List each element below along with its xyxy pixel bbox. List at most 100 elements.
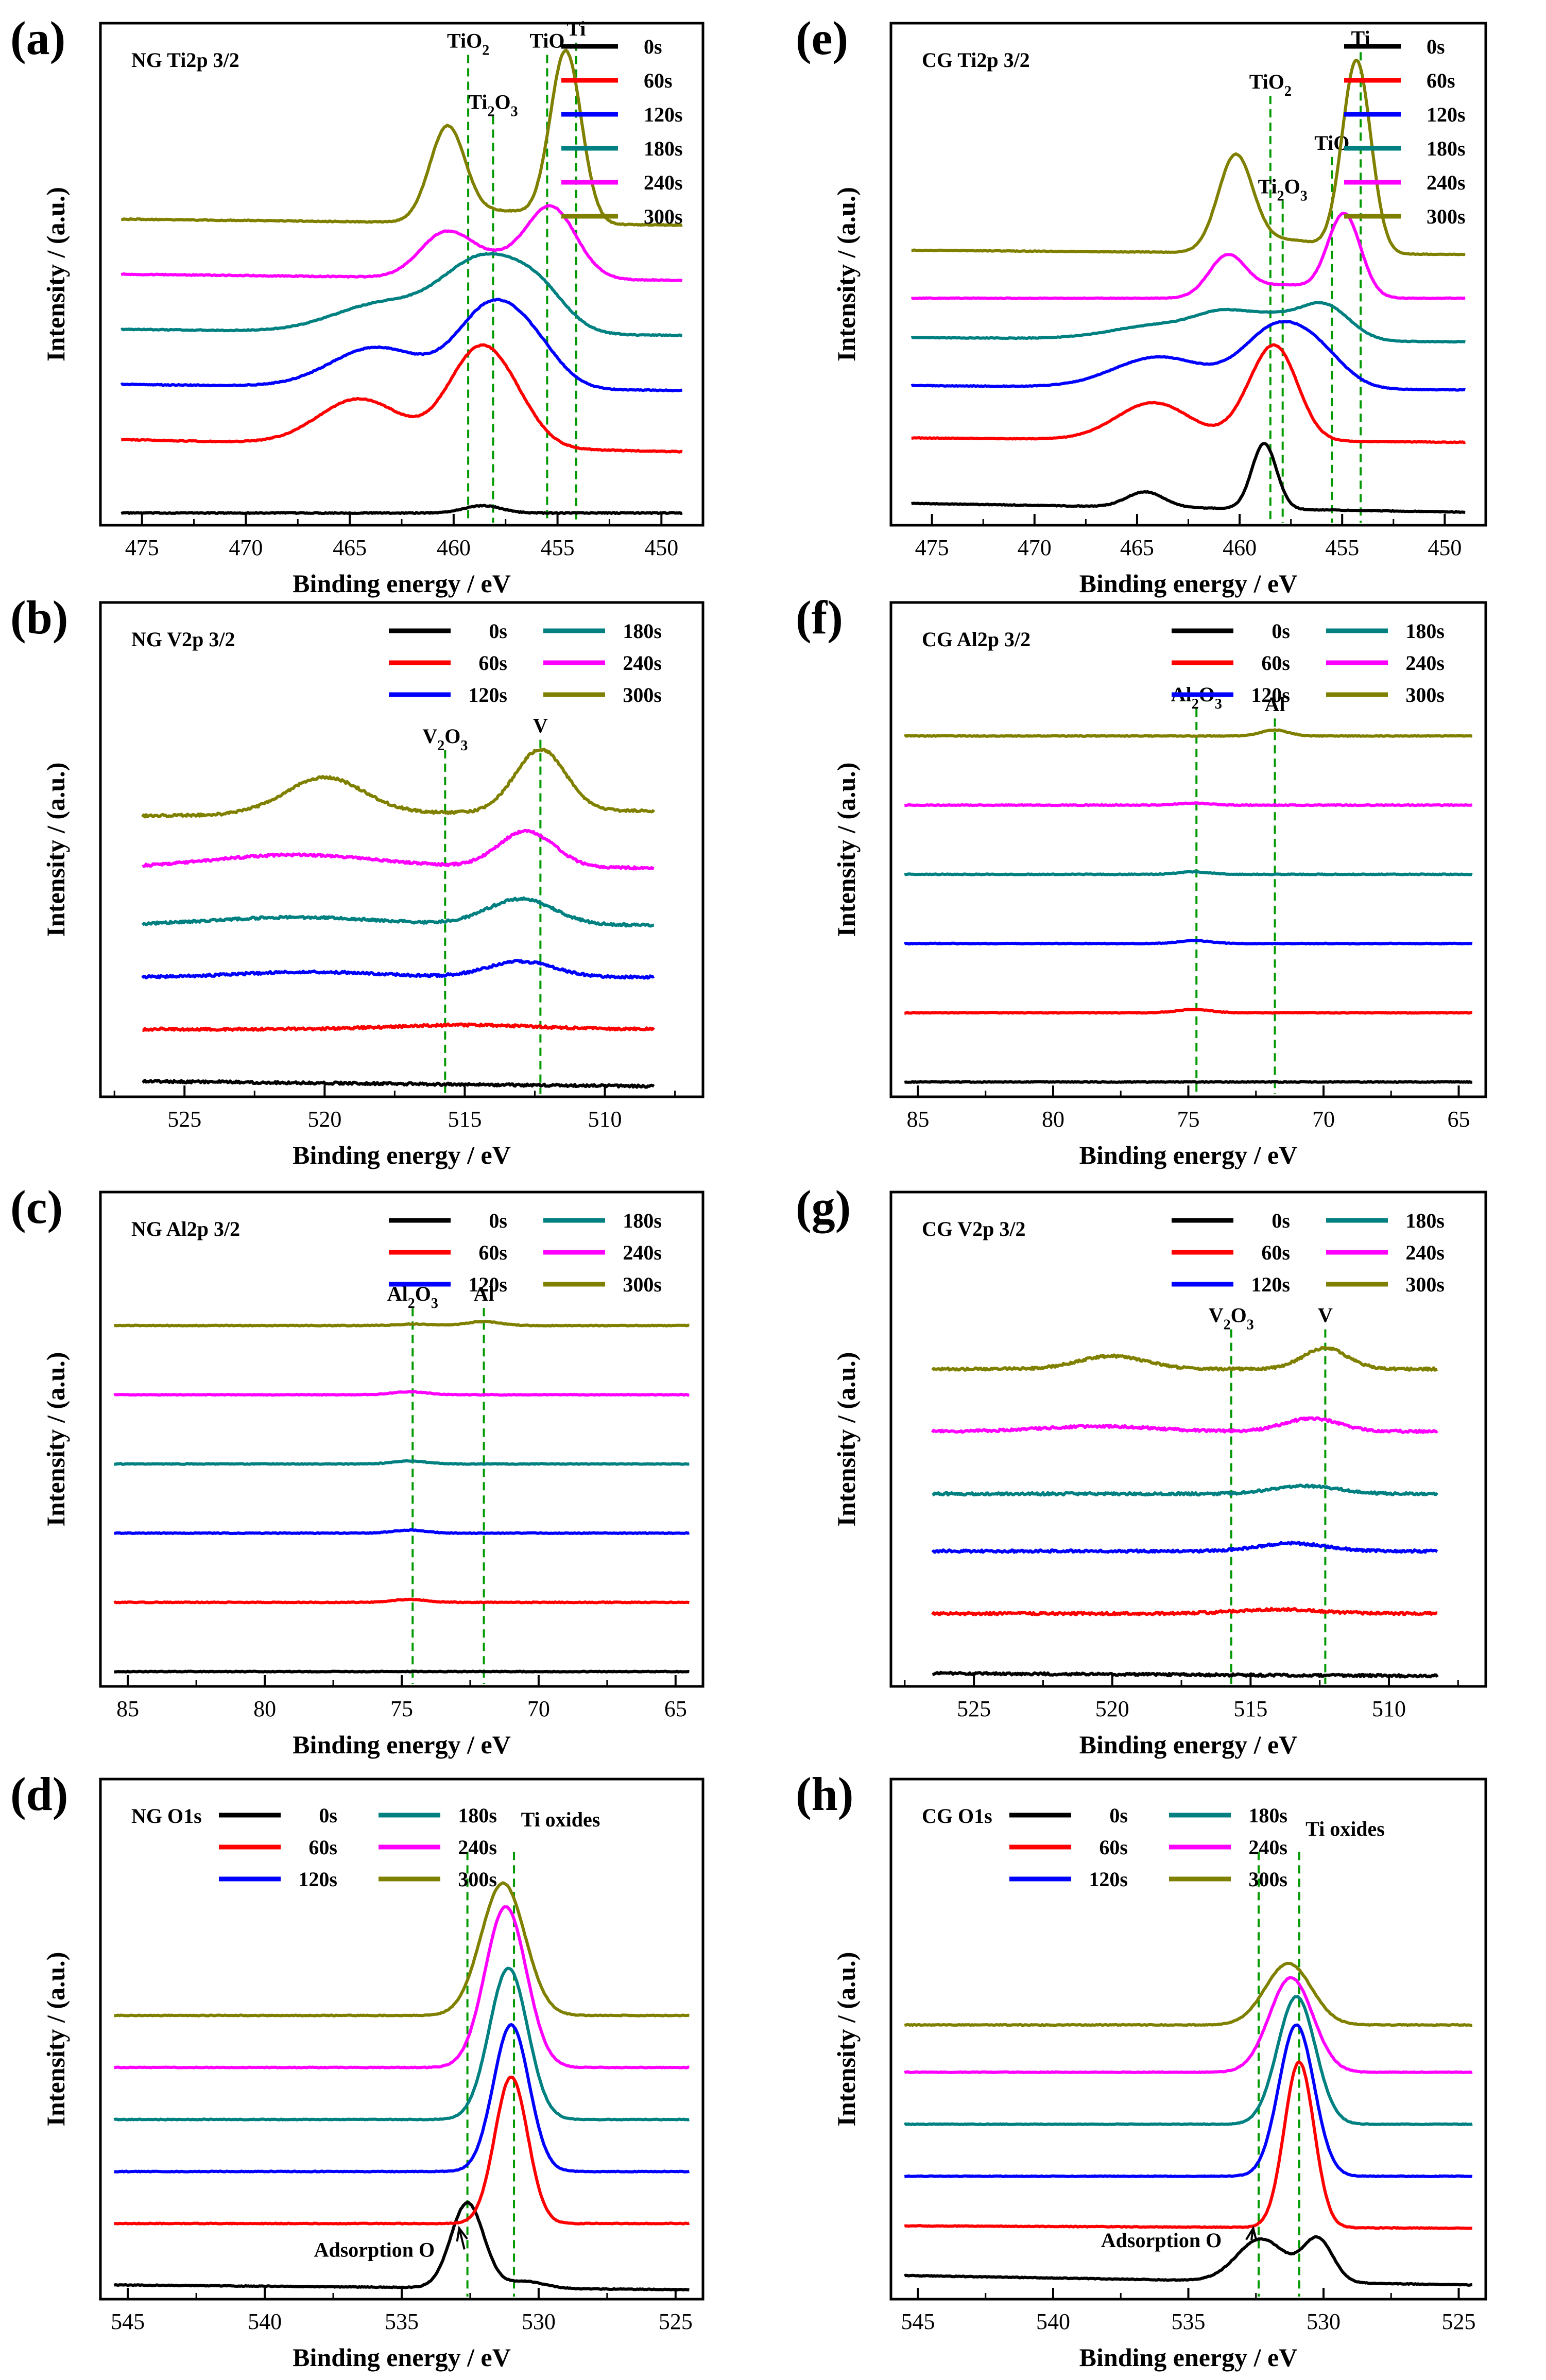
series-line-0s bbox=[911, 442, 1466, 514]
plot-frame bbox=[99, 1778, 705, 2301]
panel-h: (h) 545 540 535 530 525 Binding energy / eV Int… bbox=[796, 1768, 1487, 2372]
x-axis: 85 80 75 70 65 bbox=[116, 1675, 687, 1721]
panel-c: (c) 85 80 75 70 65 Binding energy / eV Intensit… bbox=[10, 1181, 705, 1759]
plot-frame bbox=[889, 601, 1487, 1098]
legend-label: 300s bbox=[1427, 205, 1466, 228]
peak-label: V2O3 bbox=[422, 725, 468, 754]
legend-label: 120s bbox=[298, 1868, 337, 1891]
panel-title: NG Ti2p 3/2 bbox=[131, 48, 239, 72]
x-axis-title: Binding energy / eV bbox=[1079, 2343, 1298, 2372]
series-line-300s bbox=[121, 48, 683, 227]
x-tick-label: 460 bbox=[437, 535, 471, 560]
legend: 0s 60s 120s 180s 240s 300s bbox=[219, 1804, 497, 1891]
legend: 0s 60s 120s 180s 240s 300s bbox=[389, 1209, 662, 1296]
x-axis-title: Binding energy / eV bbox=[293, 1141, 511, 1169]
y-axis-title: Intensity / (a.u.) bbox=[832, 187, 861, 361]
panel-f: (f) 85 80 75 70 65 Binding energy / eV Intensit… bbox=[796, 591, 1487, 1169]
legend-label: 180s bbox=[623, 1209, 662, 1232]
legend-label: 60s bbox=[1261, 651, 1290, 675]
panel-title: NG V2p 3/2 bbox=[131, 628, 235, 651]
arrow-head bbox=[1245, 2226, 1258, 2241]
x-tick-label: 75 bbox=[1177, 1107, 1200, 1132]
reference-lines bbox=[1258, 1852, 1300, 2297]
panel-label: (h) bbox=[796, 1768, 853, 1820]
annotation: Ti oxides bbox=[1305, 1817, 1385, 1840]
series-line-180s bbox=[114, 1459, 690, 1466]
peak-label: TiO bbox=[529, 29, 564, 53]
panel-g: (g) 525 520 515 510 Binding energy / eV Intens… bbox=[796, 1181, 1487, 1759]
series-curves bbox=[903, 1961, 1473, 2287]
legend: 0s 60s 120s 180s 240s 300s bbox=[389, 619, 662, 706]
series-curves bbox=[113, 1881, 690, 2292]
x-tick-label: 525 bbox=[659, 2309, 693, 2334]
panel-label: (a) bbox=[10, 12, 65, 64]
x-axis: 525 520 515 510 bbox=[904, 1675, 1459, 1721]
series-line-240s bbox=[911, 212, 1466, 300]
x-tick-label: 525 bbox=[957, 1696, 991, 1721]
series-line-120s bbox=[931, 1540, 1438, 1554]
x-tick-label: 470 bbox=[1018, 535, 1052, 560]
x-tick-label: 85 bbox=[907, 1107, 930, 1132]
annotation: Ti oxides bbox=[521, 1808, 600, 1831]
series-line-180s bbox=[932, 1484, 1439, 1497]
peak-label: Ti2O3 bbox=[1258, 175, 1308, 204]
legend-label: 300s bbox=[1405, 1273, 1445, 1296]
series-line-60s bbox=[911, 343, 1466, 444]
arrow-head bbox=[456, 2226, 468, 2242]
plot-frame bbox=[99, 601, 705, 1098]
series-curves bbox=[903, 728, 1473, 1084]
x-axis-title: Binding energy / eV bbox=[293, 569, 511, 598]
series-line-300s bbox=[113, 1319, 690, 1327]
series-line-300s bbox=[911, 59, 1466, 256]
x-tick-label: 545 bbox=[111, 2309, 145, 2334]
series-curves bbox=[931, 1346, 1439, 1679]
panel-title: CG Ti2p 3/2 bbox=[922, 48, 1030, 72]
series-line-180s bbox=[911, 301, 1466, 344]
plot-frame bbox=[889, 1778, 1487, 2301]
legend: 0s 60s 120s 180s 240s 300s bbox=[1009, 1804, 1287, 1891]
legend-label: 300s bbox=[1248, 1868, 1287, 1891]
panel-title: CG Al2p 3/2 bbox=[922, 628, 1030, 651]
reference-lines: Al2O3 Al bbox=[387, 1282, 494, 1684]
legend-label: 0s bbox=[1109, 1804, 1128, 1827]
x-axis-title: Binding energy / eV bbox=[1079, 1141, 1298, 1169]
x-tick-label: 520 bbox=[307, 1107, 341, 1132]
x-tick-label: 65 bbox=[1448, 1107, 1470, 1132]
legend-label: 60s bbox=[478, 1241, 507, 1264]
x-tick-label: 460 bbox=[1223, 535, 1257, 560]
y-axis-title: Intensity / (a.u.) bbox=[41, 1952, 70, 2127]
y-axis-title: Intensity / (a.u.) bbox=[832, 763, 861, 937]
series-line-120s bbox=[113, 1528, 690, 1536]
legend-label: 180s bbox=[1405, 1209, 1445, 1232]
peak-label: V bbox=[533, 714, 548, 737]
panel-title: NG O1s bbox=[131, 1804, 202, 1827]
x-tick-label: 545 bbox=[901, 2309, 935, 2334]
legend-label: 240s bbox=[1427, 171, 1466, 194]
series-curves bbox=[141, 748, 656, 1089]
panel-e: (e) 475 470 465 460 455 450 Binding energy / eV… bbox=[796, 12, 1487, 598]
legend-label: 300s bbox=[644, 205, 683, 228]
series-line-300s bbox=[903, 728, 1473, 738]
x-tick-label: 535 bbox=[1172, 2309, 1206, 2334]
x-axis: 475 470 465 460 455 450 bbox=[915, 514, 1462, 560]
series-line-60s bbox=[904, 1007, 1473, 1015]
x-axis-title: Binding energy / eV bbox=[293, 2343, 511, 2372]
x-axis: 85 80 75 70 65 bbox=[907, 1085, 1470, 1132]
peak-label: Ti bbox=[566, 17, 586, 40]
reference-lines bbox=[466, 1852, 516, 2297]
annotation-text: Ti oxides bbox=[521, 1808, 600, 1831]
series-curves bbox=[120, 48, 683, 515]
series-line-300s bbox=[114, 1881, 690, 2017]
series-line-180s bbox=[121, 252, 683, 337]
y-axis-title: Intensity / (a.u.) bbox=[41, 1352, 70, 1527]
peak-label: Al2O3 bbox=[387, 1282, 438, 1312]
panel-label: (f) bbox=[796, 591, 843, 644]
x-axis: 545 540 535 530 525 bbox=[901, 2288, 1476, 2334]
legend-label: 180s bbox=[458, 1804, 497, 1827]
legend-label: 120s bbox=[1251, 1273, 1290, 1296]
peak-label: Al bbox=[474, 1282, 494, 1305]
x-tick-label: 80 bbox=[253, 1696, 276, 1721]
panel-label: (e) bbox=[796, 12, 848, 64]
